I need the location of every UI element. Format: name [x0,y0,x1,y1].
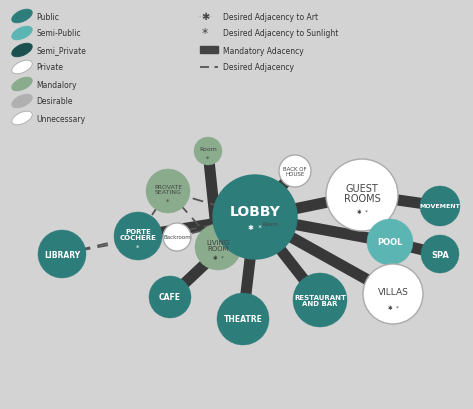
Text: *: * [136,244,140,250]
Text: ✱  *: ✱ * [387,305,398,310]
Circle shape [326,160,398,231]
Text: RESTAURANT
AND BAR: RESTAURANT AND BAR [294,294,346,306]
Ellipse shape [12,27,32,41]
Circle shape [421,236,459,273]
Circle shape [163,223,191,252]
Text: Mandatory Adacency: Mandatory Adacency [223,46,304,55]
Text: Semi-Public: Semi-Public [36,29,80,38]
Text: ✱  *: ✱ * [357,209,368,214]
Text: VILLAS: VILLAS [377,288,409,297]
Text: PORTE
COCHERE: PORTE COCHERE [120,228,157,240]
Circle shape [149,276,191,318]
Ellipse shape [12,44,32,58]
Text: Desired Adjacency to Art: Desired Adjacency to Art [223,12,318,21]
Text: Desired Adjacency to Sunlight: Desired Adjacency to Sunlight [223,29,338,38]
Circle shape [420,187,460,227]
Text: LOBBY: LOBBY [229,204,280,218]
Circle shape [195,225,241,270]
Text: THEATRE: THEATRE [224,315,263,324]
Text: GUEST
ROOMS: GUEST ROOMS [343,183,380,204]
Text: *: * [202,27,208,40]
Text: Desired Adjacency: Desired Adjacency [223,63,294,72]
Text: ✱: ✱ [201,12,209,22]
Text: ········: ········ [198,14,212,20]
Text: Room: Room [199,147,217,152]
Text: MOVEMENT: MOVEMENT [420,204,460,209]
Ellipse shape [12,112,32,126]
Text: ✱  *: ✱ * [248,225,262,230]
Text: SPA: SPA [431,250,449,259]
Text: Room: Room [262,222,278,227]
Text: LIVING
ROOM: LIVING ROOM [206,239,229,252]
Text: Backroom: Backroom [163,235,191,240]
Ellipse shape [12,95,32,108]
Text: Private: Private [36,63,63,72]
Text: PROVATE
SEATING: PROVATE SEATING [154,184,182,195]
Circle shape [146,170,190,213]
Ellipse shape [12,78,32,92]
Ellipse shape [12,61,32,74]
Text: Semi_Private: Semi_Private [36,46,86,55]
Text: Public: Public [36,12,59,21]
Circle shape [213,175,297,259]
Text: CAFE: CAFE [159,293,181,302]
Text: Desirable: Desirable [36,97,72,106]
Circle shape [293,273,347,327]
FancyBboxPatch shape [200,47,218,54]
Circle shape [363,264,423,324]
Circle shape [114,213,162,261]
Circle shape [194,138,222,166]
Text: *: * [206,155,210,161]
Circle shape [279,155,311,188]
Text: Unnecessary: Unnecessary [36,114,85,123]
Text: LIBRARY: LIBRARY [44,250,80,259]
Circle shape [38,230,86,278]
Ellipse shape [12,10,32,24]
Text: POOL: POOL [377,238,403,247]
Circle shape [259,213,281,236]
Text: ✱  *: ✱ * [212,255,223,260]
Circle shape [367,220,413,265]
Text: BACK OF
HOUSE: BACK OF HOUSE [283,166,307,177]
Circle shape [217,293,269,345]
Text: *: * [166,198,170,204]
Text: Mandalory: Mandalory [36,80,77,89]
